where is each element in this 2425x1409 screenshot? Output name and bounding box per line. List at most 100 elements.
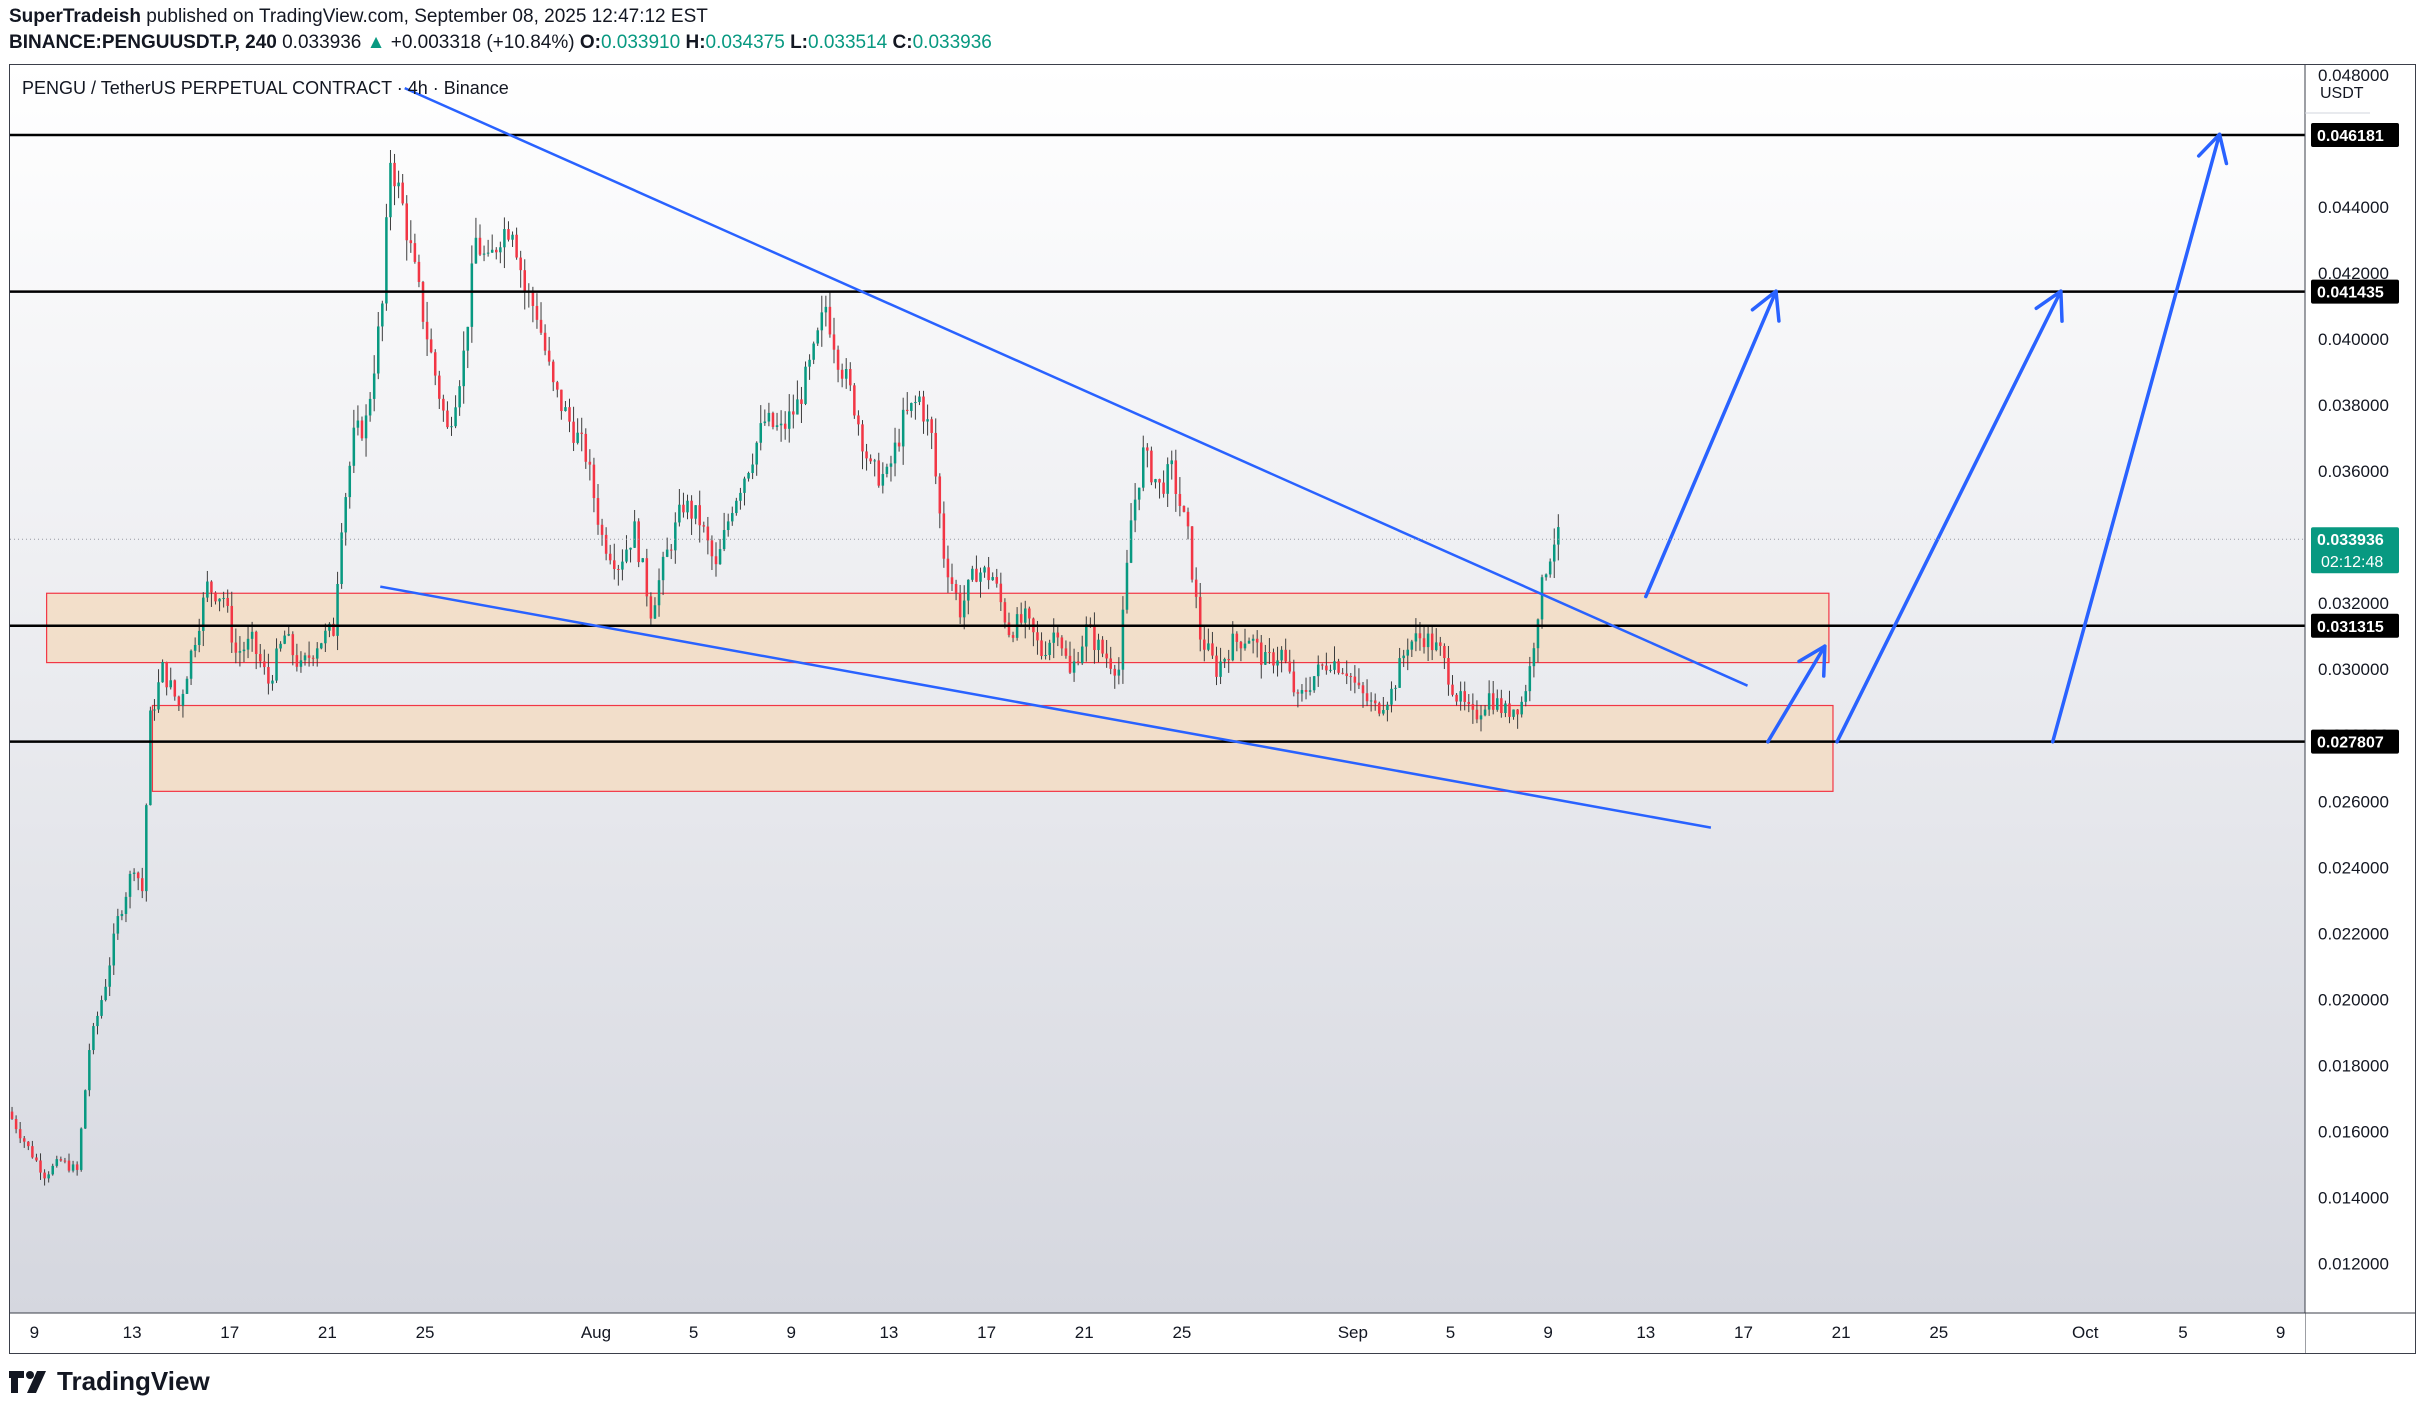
candle-down bbox=[1040, 640, 1043, 657]
candle-down bbox=[1463, 691, 1466, 702]
candle-down bbox=[1451, 684, 1454, 695]
arrow-head bbox=[2196, 132, 2229, 166]
symbol-name[interactable]: BINANCE:PENGUUSDT.P, 240 bbox=[9, 32, 277, 53]
candle-up bbox=[84, 1090, 87, 1129]
candle-down bbox=[14, 1118, 18, 1130]
price-tick-label: 0.018000 bbox=[2318, 1056, 2389, 1075]
candle-down bbox=[332, 623, 335, 636]
candle-up bbox=[1207, 643, 1210, 650]
candle-up bbox=[674, 522, 677, 551]
candle-down bbox=[523, 270, 527, 291]
low-value: 0.033514 bbox=[808, 32, 888, 53]
time-tick-label: 25 bbox=[1172, 1323, 1191, 1342]
candle-up bbox=[92, 1026, 95, 1051]
candle-up bbox=[364, 415, 368, 439]
candle-up bbox=[320, 643, 323, 649]
candle-down bbox=[1284, 649, 1287, 662]
candle-up bbox=[348, 465, 352, 498]
close-value: 0.033936 bbox=[912, 32, 992, 53]
candle-down bbox=[1373, 700, 1377, 704]
candle-up bbox=[132, 872, 136, 874]
candle-up bbox=[1394, 687, 1397, 689]
candle-up bbox=[1121, 609, 1125, 670]
candle-up bbox=[120, 913, 124, 917]
candle-down bbox=[792, 411, 795, 415]
candle-down bbox=[958, 592, 962, 618]
candle-up bbox=[983, 567, 986, 573]
candle-up bbox=[926, 419, 929, 422]
candle-down bbox=[425, 321, 429, 340]
candle-down bbox=[714, 556, 718, 565]
candle-down bbox=[1349, 676, 1353, 678]
candle-up bbox=[824, 306, 828, 313]
candle-down bbox=[1455, 694, 1458, 702]
candle-up bbox=[1369, 700, 1373, 702]
candle-up bbox=[796, 399, 799, 415]
candle-up bbox=[1544, 574, 1548, 578]
candle-down bbox=[1353, 676, 1357, 683]
candle-down bbox=[136, 872, 140, 879]
brand-name: TradingView bbox=[57, 1366, 210, 1396]
candle-up bbox=[124, 896, 128, 914]
candle-up bbox=[755, 442, 758, 465]
candle-up bbox=[336, 583, 339, 636]
candle-up bbox=[726, 521, 730, 531]
candle-down bbox=[1292, 671, 1296, 693]
candle-up bbox=[1504, 703, 1507, 714]
tradingview-logo[interactable]: TradingView bbox=[9, 1366, 210, 1397]
candle-up bbox=[731, 513, 734, 522]
candle-up bbox=[1532, 648, 1536, 667]
time-tick-label: 21 bbox=[318, 1323, 337, 1342]
candle-down bbox=[1007, 622, 1011, 636]
candle-down bbox=[307, 655, 311, 658]
candle-down bbox=[1471, 704, 1475, 710]
candle-up bbox=[1243, 643, 1247, 649]
candle-up bbox=[787, 411, 791, 429]
candle-up bbox=[910, 403, 913, 411]
candle-up bbox=[1219, 661, 1222, 677]
candle-up bbox=[629, 547, 632, 550]
candle-up bbox=[1085, 624, 1088, 647]
candle-up bbox=[238, 651, 242, 653]
candle-down bbox=[1158, 479, 1161, 483]
candle-up bbox=[324, 630, 327, 644]
candle-up bbox=[759, 423, 763, 443]
trendline bbox=[404, 86, 1749, 687]
candle-up bbox=[389, 162, 392, 218]
candle-up bbox=[918, 396, 921, 403]
time-tick-label: 13 bbox=[1636, 1323, 1655, 1342]
candle-up bbox=[157, 682, 160, 710]
candle-up bbox=[344, 497, 347, 533]
candle-down bbox=[849, 369, 852, 386]
last-price: 0.033936 bbox=[282, 32, 362, 53]
candle-up bbox=[1231, 633, 1235, 661]
candle-down bbox=[572, 421, 575, 443]
author-name[interactable]: SuperTradeish bbox=[9, 6, 141, 27]
candle-up bbox=[303, 655, 307, 661]
candle-down bbox=[75, 1164, 79, 1170]
candle-up bbox=[47, 1174, 50, 1179]
candle-up bbox=[914, 402, 917, 404]
projection-arrow bbox=[1766, 644, 1827, 744]
candle-down bbox=[531, 292, 535, 306]
candle-up bbox=[250, 631, 254, 639]
level-price-label: 0.031315 bbox=[2317, 619, 2384, 636]
candle-down bbox=[421, 281, 425, 322]
time-tick-label: Aug bbox=[581, 1323, 611, 1342]
candle-up bbox=[1459, 691, 1462, 702]
candle-up bbox=[328, 623, 331, 631]
candle-up bbox=[979, 572, 982, 582]
candle-up bbox=[1536, 619, 1540, 649]
candle-up bbox=[1080, 646, 1084, 664]
candle-up bbox=[1487, 693, 1491, 710]
candle-down bbox=[1272, 652, 1275, 666]
candle-up bbox=[1414, 633, 1418, 642]
candle-down bbox=[173, 680, 177, 697]
candle-down bbox=[1056, 632, 1060, 638]
candle-up bbox=[1434, 642, 1438, 651]
candle-down bbox=[1190, 526, 1194, 580]
candle-up bbox=[665, 549, 669, 557]
arrow-head bbox=[1797, 644, 1827, 678]
candle-down bbox=[1203, 639, 1206, 650]
